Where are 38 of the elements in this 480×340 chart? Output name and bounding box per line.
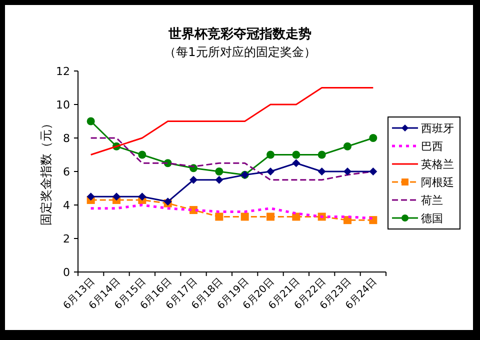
y-tick-label: 12 [56, 65, 70, 78]
y-tick-label: 6 [63, 166, 70, 178]
point [86, 117, 95, 126]
legend-label: 德国 [421, 212, 443, 225]
legend-label: 西班牙 [421, 122, 454, 135]
point [344, 168, 352, 176]
legend-label: 阿根廷 [421, 176, 454, 189]
y-axis-title: 固定奖金指数（元） [39, 118, 53, 226]
legend-label: 荷兰 [421, 194, 443, 207]
point [112, 192, 120, 201]
chart-subtitle: （每1元所对应的固定奖金） [164, 45, 316, 59]
point [292, 150, 300, 159]
point [138, 192, 146, 201]
point [215, 176, 224, 184]
point [266, 212, 274, 221]
point [369, 134, 378, 142]
y-tick-label: 4 [63, 199, 70, 212]
point [190, 176, 198, 184]
point [344, 142, 352, 150]
point [318, 150, 326, 159]
point [266, 168, 274, 176]
point [266, 150, 274, 159]
y-tick-label: 2 [63, 232, 70, 246]
point [86, 192, 95, 201]
legend-label: 英格兰 [421, 158, 454, 171]
line-series [90, 87, 374, 156]
y-tick-label: 0 [63, 266, 70, 279]
point [215, 168, 224, 176]
point [369, 168, 378, 176]
y-tick-label: 8 [63, 132, 70, 145]
chart-title: 世界杯竞彩夺冠指数走势 [168, 26, 312, 42]
point [240, 212, 249, 221]
point [138, 150, 146, 159]
y-tick-label: 10 [56, 98, 70, 112]
point [292, 159, 300, 168]
legend-label: 巴西 [421, 140, 443, 153]
point [215, 212, 224, 221]
point [318, 168, 326, 176]
